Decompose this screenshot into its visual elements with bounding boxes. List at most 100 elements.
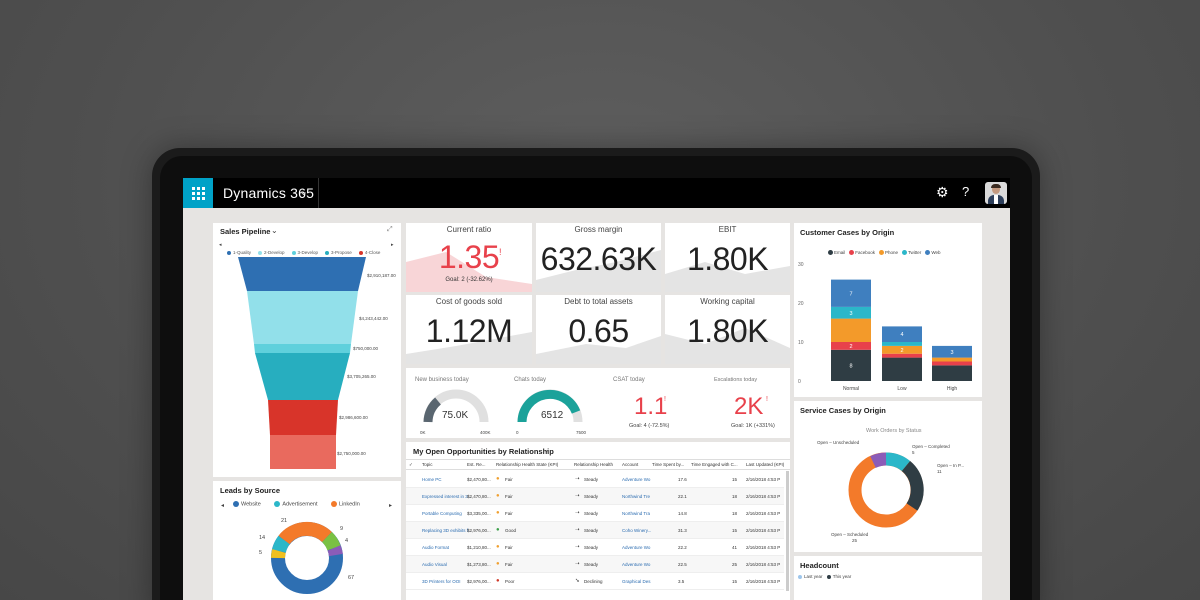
- cell-account[interactable]: Adventure Wo: [622, 562, 651, 567]
- bar-segment[interactable]: [831, 279, 871, 307]
- bar-segment[interactable]: [831, 349, 871, 381]
- kpi-tile-debt[interactable]: Debt to total assets 0.65: [536, 295, 661, 364]
- bar-segment[interactable]: [831, 306, 871, 319]
- kpi-label: Debt to total assets: [564, 297, 633, 306]
- funnel-value-5: $2,986,600.00: [339, 415, 368, 420]
- table-row[interactable]: Replacing 3D exhibits f... $2,976,00... …: [406, 522, 784, 539]
- next-arrow-icon[interactable]: ▸: [389, 503, 393, 509]
- cell-time-engaged: 18: [732, 494, 738, 499]
- table-row[interactable]: Portable Computing $3,335,00... ● Fair ➝…: [406, 505, 784, 522]
- cell-topic[interactable]: Audio Format: [422, 545, 450, 550]
- cell-topic[interactable]: Portable Computing: [422, 511, 462, 516]
- csat-goal: Goal: 4 (-72.5%): [629, 423, 670, 429]
- help-icon[interactable]: ?: [962, 184, 970, 199]
- col-topic[interactable]: Topic: [422, 462, 433, 467]
- x-tick-label: High: [947, 386, 958, 392]
- bar-segment[interactable]: [882, 326, 922, 342]
- kpi-label: Gross margin: [574, 225, 623, 234]
- cell-time-spent: 31.3: [678, 528, 687, 533]
- col-health-state[interactable]: Relationship Health State (KPI): [496, 462, 559, 467]
- customer-cases-title[interactable]: Customer Cases by Origin: [800, 228, 895, 237]
- avatar[interactable]: [985, 182, 1007, 204]
- headcount-title[interactable]: Headcount: [800, 561, 839, 570]
- bar-segment[interactable]: [882, 357, 922, 381]
- donut-slice-in-progress: [901, 461, 924, 511]
- cell-state: Fair: [505, 511, 513, 516]
- cell-account[interactable]: Northwind Tre: [622, 494, 651, 499]
- col-time-spent[interactable]: Time Spent by...: [652, 462, 685, 467]
- col-account[interactable]: Account: [622, 462, 639, 467]
- prev-arrow-icon[interactable]: ◂: [221, 503, 225, 509]
- divider: [318, 178, 319, 208]
- col-time-engaged[interactable]: Time Engaged with C...: [691, 462, 738, 467]
- cell-account[interactable]: Coho Winery...: [622, 528, 652, 533]
- headcount-legend: Last year This year: [798, 574, 851, 579]
- sales-pipeline-title[interactable]: Sales Pipeline: [220, 227, 271, 236]
- cell-topic[interactable]: Audio Visual: [422, 562, 447, 567]
- kpi-value: 1.12M: [425, 313, 513, 349]
- gear-icon[interactable]: ⚙: [936, 184, 949, 200]
- cell-account[interactable]: Graphical Des: [622, 579, 651, 584]
- prev-arrow-icon[interactable]: ◂: [219, 242, 222, 248]
- table-row[interactable]: Audio Visual $1,273,80... ● Fair ➝ Stead…: [406, 556, 784, 573]
- bar-segment[interactable]: [831, 318, 871, 342]
- kpi-value: 1.80K: [686, 241, 769, 277]
- expand-icon[interactable]: ⤢: [387, 226, 393, 233]
- app-title[interactable]: Dynamics 365: [223, 185, 315, 201]
- select-all-checkbox[interactable]: ✓: [409, 462, 413, 467]
- scrollbar[interactable]: [786, 471, 789, 591]
- status-dot-icon: ●: [496, 544, 500, 550]
- chevron-down-icon[interactable]: ⌄: [543, 445, 550, 454]
- cell-topic[interactable]: Replacing 3D exhibits f...: [422, 528, 472, 533]
- cell-topic[interactable]: Home PC: [422, 477, 442, 482]
- kpi-tile-gross-margin[interactable]: Gross margin 632.63K: [536, 223, 661, 292]
- chevron-down-icon[interactable]: ⌄: [299, 186, 309, 198]
- funnel-value-1: $2,910,187.00: [367, 273, 396, 278]
- cell-account[interactable]: Adventure Wo: [622, 545, 651, 550]
- chevron-down-icon[interactable]: ⌄: [271, 226, 278, 235]
- cell-trend: Steady: [584, 545, 599, 550]
- col-health[interactable]: Relationship Health: [574, 462, 614, 467]
- bar-segment[interactable]: [882, 345, 922, 354]
- next-arrow-icon[interactable]: ▸: [391, 242, 394, 248]
- bar-segment[interactable]: [932, 345, 972, 358]
- cell-state: Fair: [505, 494, 513, 499]
- app-launcher-button[interactable]: [183, 178, 213, 208]
- bar-segment[interactable]: [882, 342, 922, 346]
- table-row[interactable]: Home PC $2,470,80... ● Fair ➝ Steady Adv…: [406, 471, 784, 488]
- cell-est: $1,210,80...: [467, 545, 491, 550]
- cell-account[interactable]: Northwind Tra: [622, 511, 651, 516]
- customer-cases-bar-chart: 0 10 20 30 8 2 3 7 Normal 2 4 Low 3 High: [798, 262, 972, 392]
- kpi-tile-cogs[interactable]: Cost of goods sold 1.12M: [406, 295, 532, 364]
- leads-legend: Website Advertisement LinkedIn: [233, 501, 360, 507]
- donut-slice-unscheduled: [870, 452, 887, 469]
- leads-title[interactable]: Leads by Source: [220, 486, 281, 495]
- cell-topic[interactable]: Expressed interest in 3...: [422, 494, 472, 499]
- bar-segment[interactable]: [932, 361, 972, 366]
- table-row[interactable]: 3D Printers for OOI $2,976,00... ● Poor …: [406, 573, 784, 590]
- cell-account[interactable]: Adventure Wo: [622, 477, 651, 482]
- bar-segment[interactable]: [831, 342, 871, 350]
- kpi-tile-working-capital[interactable]: Working capital 1.80K: [665, 295, 790, 364]
- bar-segment[interactable]: [882, 353, 922, 358]
- cell-topic[interactable]: 3D Printers for OOI: [422, 579, 461, 584]
- dynamics-screen: Dynamics 365 ⌄ ⚙ ? Sales Pipeline ⌄ ⤢ ◂ …: [183, 178, 1010, 600]
- trend-arrow-icon: ➝: [575, 493, 580, 499]
- top-nav-bar: Dynamics 365 ⌄ ⚙ ?: [183, 178, 1010, 208]
- table-row[interactable]: Audio Format $1,210,80... ● Fair ➝ Stead…: [406, 539, 784, 556]
- bar-data-label: 4: [900, 332, 903, 338]
- service-cases-title[interactable]: Service Cases by Origin: [800, 406, 886, 415]
- cell-trend: Steady: [584, 528, 599, 533]
- opportunities-title[interactable]: My Open Opportunities by Relationship: [413, 447, 554, 456]
- kpi-tile-ebit[interactable]: EBIT 1.80K: [665, 223, 790, 292]
- bar-segment[interactable]: [932, 357, 972, 362]
- y-tick-label: 10: [798, 340, 804, 346]
- table-row[interactable]: Expressed interest in 3... $2,470,80... …: [406, 488, 784, 505]
- bar-segment[interactable]: [932, 365, 972, 381]
- stage-legend-item: 4-Close: [358, 250, 380, 255]
- col-est[interactable]: Est. Re...: [467, 462, 486, 467]
- kpi-tile-current-ratio[interactable]: Current ratio 1.35 ! Goal: 2 (-32.62%): [406, 223, 532, 292]
- col-last-updated[interactable]: Last Updated (KPI): [746, 462, 785, 467]
- bar-data-label: 8: [849, 363, 852, 369]
- pipeline-funnel-chart: [238, 257, 366, 469]
